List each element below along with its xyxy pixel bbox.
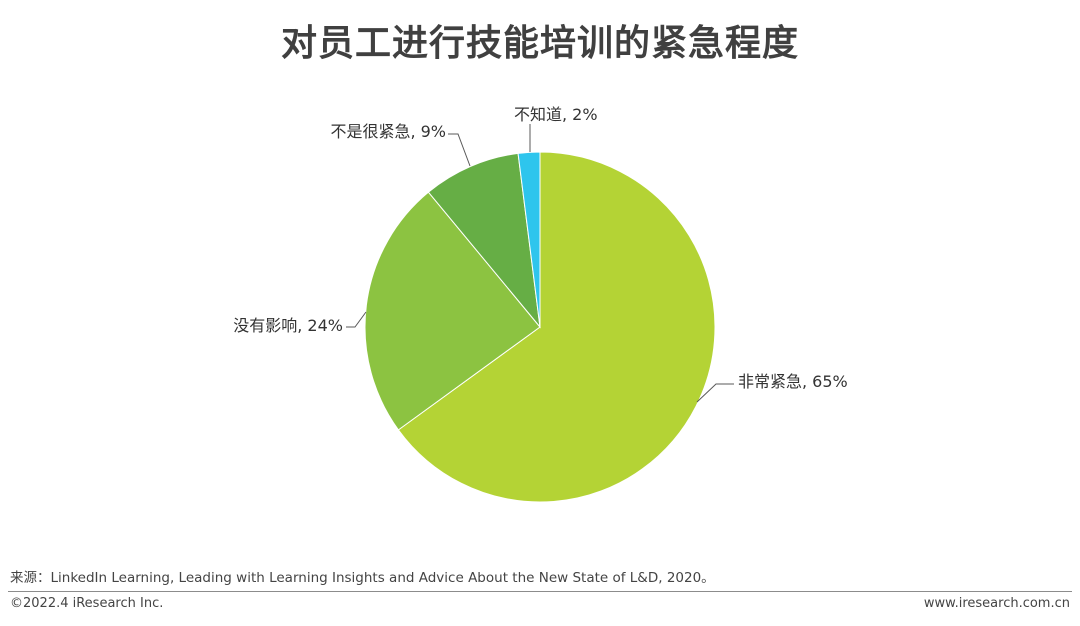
website-text: www.iresearch.com.cn <box>923 596 1070 611</box>
footer-divider <box>8 591 1072 592</box>
slice-labels: 非常紧急, 65% 没有影响, 24% 不是很紧急, 9% 不知道, 2% <box>233 105 848 391</box>
slice-label-1: 没有影响, 24% <box>233 316 343 335</box>
pie-slices <box>364 151 716 503</box>
slice-label-0: 非常紧急, 65% <box>738 372 848 391</box>
leader-line-0 <box>696 383 734 403</box>
pie-slice-0 <box>397 151 716 503</box>
leader-line-1 <box>346 311 367 328</box>
copyright-text: ©2022.4 iResearch Inc. <box>10 596 164 611</box>
chart-title: 对员工进行技能培训的紧急程度 <box>280 23 799 64</box>
pie-slice-2 <box>427 152 541 329</box>
pie-slice-1 <box>364 191 541 431</box>
source-note: 来源：LinkedIn Learning, Leading with Learn… <box>10 570 715 586</box>
leader-line-2 <box>448 133 471 167</box>
leader-lines <box>346 124 734 403</box>
slice-label-3: 不知道, 2% <box>514 105 598 124</box>
slice-label-2: 不是很紧急, 9% <box>330 122 446 141</box>
pie-slice-3 <box>517 151 541 328</box>
